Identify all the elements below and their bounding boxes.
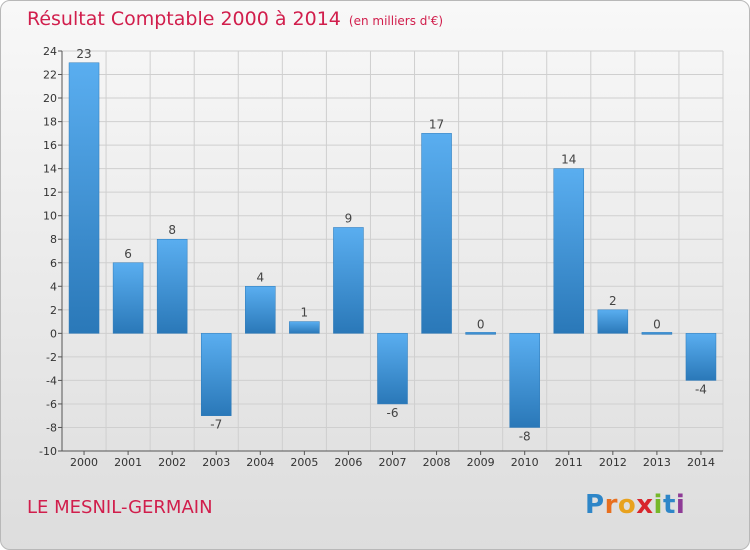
data-label: 17 [429, 117, 444, 131]
logo-letter: o [617, 490, 637, 520]
x-tick-label: 2003 [202, 456, 230, 469]
data-label: -4 [695, 382, 707, 396]
bar [553, 168, 585, 334]
x-tick-label: 2010 [511, 456, 539, 469]
bar [333, 227, 364, 334]
bar [421, 133, 452, 334]
y-tick-label: -10 [39, 445, 57, 458]
chart-title: Résultat Comptable 2000 à 2014 [27, 8, 341, 30]
data-label: 0 [653, 317, 661, 331]
y-tick-label: -4 [46, 374, 57, 387]
y-tick-label: 2 [50, 304, 57, 317]
unit-note: (en milliers d'€) [348, 14, 444, 28]
x-tick-label: 2014 [687, 456, 715, 469]
x-tick-label: 2013 [643, 456, 671, 469]
logo-letter: x [636, 490, 654, 520]
data-label: 14 [561, 153, 576, 167]
y-tick-label: -8 [46, 421, 57, 434]
x-tick-label: 2002 [158, 456, 186, 469]
data-label: 23 [76, 47, 91, 61]
y-tick-label: -2 [46, 351, 57, 364]
y-tick-label: 22 [43, 69, 57, 82]
x-tick-label: 2009 [467, 456, 495, 469]
bar [68, 62, 100, 334]
proxiti-logo[interactable]: Proxiti [585, 490, 685, 520]
bar [509, 333, 540, 428]
data-label: 6 [124, 247, 132, 261]
data-label: 9 [345, 211, 353, 225]
logo-letter: t [662, 490, 676, 520]
data-label: -7 [210, 418, 222, 432]
y-tick-label: 14 [43, 163, 57, 176]
bar [289, 321, 320, 334]
x-tick-label: 2006 [334, 456, 362, 469]
data-label: -6 [387, 406, 399, 420]
y-tick-label: 4 [50, 280, 57, 293]
y-tick-label: 6 [50, 257, 57, 270]
logo-letter: i [653, 490, 663, 520]
data-label: -8 [519, 429, 531, 443]
axes [58, 50, 723, 455]
y-tick-label: -6 [46, 398, 57, 411]
data-label: 1 [301, 306, 309, 320]
x-tick-label: 2005 [290, 456, 318, 469]
x-tick-label: 2011 [555, 456, 583, 469]
logo-letter: i [675, 490, 686, 520]
town-name: LE MESNIL-GERMAIN [27, 497, 213, 518]
x-tick-labels: 2000 2001 2002 2003 2004 2005 2006 2007 2008 2009… [70, 456, 715, 469]
bar [465, 332, 496, 335]
x-tick-label: 2004 [246, 456, 274, 469]
chart-title-group: Résultat Comptable 2000 à 2014 (en millie… [27, 8, 443, 30]
y-tick-label: 20 [43, 92, 57, 105]
logo-letter: P [585, 490, 605, 520]
x-tick-label: 2001 [114, 456, 142, 469]
y-tick-label: 12 [43, 186, 57, 199]
data-label: 0 [477, 317, 485, 331]
x-tick-label: 2012 [599, 456, 627, 469]
bar [377, 333, 408, 405]
bars [68, 62, 717, 428]
x-tick-label: 2007 [379, 456, 407, 469]
bar [685, 333, 717, 381]
data-label: 2 [609, 294, 617, 308]
x-tick-label: 2008 [423, 456, 451, 469]
x-tick-label: 2000 [70, 456, 98, 469]
y-tick-label: 16 [43, 139, 57, 152]
data-label: 4 [256, 270, 264, 284]
bar [156, 238, 188, 334]
bar [641, 332, 673, 335]
y-tick-label: 24 [43, 45, 57, 58]
y-tick-label: 18 [43, 116, 57, 129]
data-label: 8 [168, 223, 176, 237]
bar [245, 286, 276, 334]
bar [597, 309, 629, 334]
logo-letter: r [604, 490, 618, 520]
bar [112, 262, 144, 334]
y-tick-label: 10 [43, 210, 57, 223]
y-tick-label: 8 [50, 233, 57, 246]
value-labels: 23 6 8 -7 4 1 9 -6 17 0 -8 14 2 0 -4 [76, 47, 707, 444]
bar [200, 333, 232, 416]
y-tick-label: 0 [50, 327, 57, 340]
